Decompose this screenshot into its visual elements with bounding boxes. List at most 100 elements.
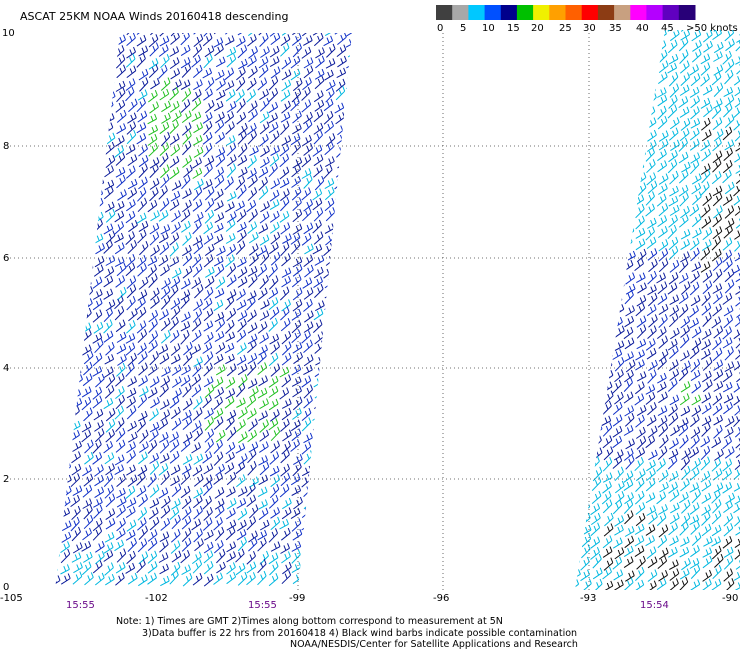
- wind-barb: [581, 544, 591, 559]
- wind-barb: [237, 130, 247, 145]
- wind-barb: [93, 408, 104, 421]
- wind-barb: [268, 162, 278, 178]
- wind-barb: [581, 437, 592, 450]
- wind-barb: [292, 110, 302, 124]
- wind-barb: [313, 276, 323, 289]
- wind-barb: [224, 254, 235, 268]
- wind-barb: [213, 299, 224, 312]
- wind-barb: [590, 404, 601, 417]
- wind-barb: [290, 97, 300, 112]
- wind-barb: [191, 318, 202, 332]
- pass-time-labels: 15:55 15:55 15:54: [66, 600, 669, 611]
- wind-barb: [55, 384, 59, 398]
- wind-barb: [281, 267, 292, 278]
- wind-barb: [225, 201, 235, 213]
- wind-barb: [603, 227, 614, 239]
- wind-barb: [291, 549, 301, 564]
- wind-barb: [92, 526, 103, 541]
- wind-barb: [147, 387, 158, 399]
- wind-barb: [280, 527, 291, 541]
- wind-barb: [635, 73, 646, 85]
- wind-barb: [624, 30, 635, 42]
- wind-barb: [147, 473, 157, 488]
- wind-barb: [260, 250, 270, 266]
- wind-barb: [733, 380, 740, 393]
- wind-barb: [247, 448, 257, 464]
- wind-barb: [602, 170, 612, 185]
- wind-barb: [334, 452, 345, 466]
- wind-barb: [55, 419, 60, 433]
- wind-barb: [138, 276, 149, 290]
- wind-barb: [722, 160, 733, 174]
- wind-barb: [71, 389, 81, 400]
- wind-barb: [614, 524, 624, 536]
- wind-barb: [213, 517, 223, 531]
- wind-barb: [658, 248, 669, 262]
- wind-barb: [59, 451, 70, 464]
- wind-barb: [158, 210, 169, 222]
- wind-barb: [138, 451, 148, 465]
- legend-tick: >50 knots: [686, 23, 738, 34]
- wind-barb: [115, 439, 126, 453]
- wind-barb: [72, 199, 82, 211]
- wind-barb: [648, 314, 658, 328]
- wind-barb: [725, 38, 735, 52]
- wind-barb: [712, 192, 723, 207]
- wind-barb: [137, 263, 147, 277]
- wind-barb: [614, 480, 625, 494]
- wind-barb: [612, 193, 623, 206]
- wind-barb: [645, 384, 656, 395]
- wind-barb: [681, 360, 691, 372]
- wind-barb: [292, 571, 303, 585]
- wind-barb: [656, 193, 667, 207]
- wind-barb: [680, 206, 690, 219]
- wind-barb: [181, 564, 191, 576]
- wind-barb: [279, 143, 290, 157]
- wind-barb: [170, 561, 181, 576]
- wind-barb: [680, 239, 690, 251]
- wind-barb: [679, 434, 689, 449]
- wind-barb: [324, 431, 335, 443]
- wind-barb: [61, 47, 71, 59]
- wind-barb: [680, 281, 691, 295]
- wind-barb: [103, 441, 113, 454]
- wind-barb: [202, 179, 213, 190]
- wind-barb: [657, 71, 668, 84]
- wind-barb: [270, 516, 281, 531]
- wind-barb: [259, 274, 269, 290]
- wind-barb: [203, 573, 214, 587]
- legend-tick: 25: [559, 23, 572, 34]
- wind-barb: [612, 74, 623, 87]
- wind-barb: [689, 558, 700, 569]
- wind-barb: [71, 77, 82, 91]
- wind-barb: [268, 418, 279, 431]
- wind-barb: [658, 314, 668, 328]
- wind-barb: [160, 575, 170, 587]
- wind-barb: [248, 441, 259, 453]
- wind-barb: [160, 54, 170, 69]
- wind-barb: [700, 204, 711, 218]
- wind-barb: [690, 545, 700, 558]
- wind-barb: [127, 112, 137, 124]
- wind-barb: [83, 241, 93, 257]
- wind-barb: [191, 384, 202, 398]
- wind-barb: [646, 505, 657, 516]
- wind-barb: [191, 551, 202, 564]
- wind-barb: [81, 66, 92, 80]
- wind-barb: [724, 279, 735, 294]
- wind-barb: [148, 34, 159, 48]
- legend-swatch: [581, 5, 599, 20]
- wind-barb: [302, 134, 312, 147]
- wind-barb: [125, 210, 136, 224]
- wind-barb: [115, 319, 126, 333]
- wind-barb: [82, 278, 92, 290]
- wind-barb: [224, 80, 235, 91]
- wind-barb: [645, 106, 656, 120]
- wind-barb: [634, 130, 645, 142]
- wind-barb: [635, 414, 645, 428]
- wind-barb: [235, 548, 245, 563]
- lon-label: -102: [145, 593, 168, 604]
- wind-barb: [623, 71, 633, 87]
- wind-barb: [257, 362, 268, 375]
- wind-barb: [257, 570, 267, 586]
